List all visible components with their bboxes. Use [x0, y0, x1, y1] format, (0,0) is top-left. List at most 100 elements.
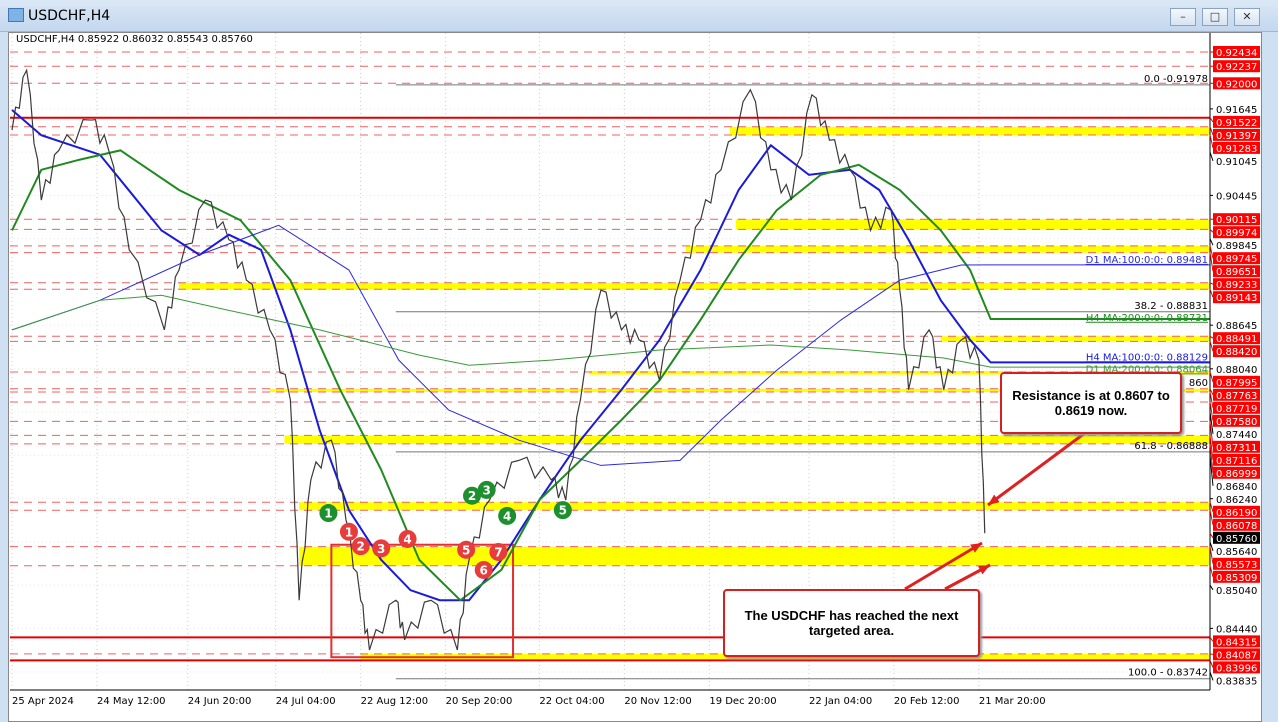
price-level-badge-text: 0.92000	[1216, 79, 1257, 90]
wave-marker-label: 4	[403, 532, 411, 546]
price-level-badge-text: 0.85573	[1216, 560, 1257, 571]
y-tick-mark	[1209, 245, 1214, 259]
y-tick-mark	[1209, 411, 1214, 434]
minimize-button[interactable]: –	[1170, 8, 1196, 26]
arrow-line	[904, 541, 983, 591]
support-resistance-zone	[284, 435, 1210, 444]
price-level-badge-text: 0.87116	[1216, 456, 1257, 467]
x-tick-label: 19 Dec 20:00	[709, 696, 776, 707]
window-title-bar: USDCHF,H4 – □ ✕	[0, 0, 1278, 32]
y-tick-mark	[1209, 637, 1214, 642]
price-level-badge-text: 0.92434	[1216, 48, 1257, 59]
moving-average-label: D1 MA:100:0:0: 0.89481	[1086, 255, 1208, 266]
y-tick-label: 0.88645	[1216, 321, 1257, 332]
y-tick-mark	[1209, 252, 1214, 272]
price-level-badge-text: 0.89233	[1216, 280, 1257, 291]
support-resistance-zone	[735, 219, 1210, 230]
price-level-badge	[1213, 46, 1260, 58]
price-level-badge-text: 0.83996	[1216, 663, 1257, 674]
legend-low: 0.85543	[166, 34, 209, 45]
y-tick-mark	[1209, 371, 1214, 382]
y-tick-mark	[1209, 117, 1214, 123]
y-tick-mark	[1209, 541, 1214, 551]
price-level-badge	[1213, 505, 1260, 518]
arrow-head-icon	[988, 494, 1000, 505]
x-tick-label: 22 Aug 12:00	[361, 696, 428, 707]
price-level-badge-text: 0.87763	[1216, 391, 1257, 402]
wave-marker-label: 3	[482, 483, 490, 497]
x-tick-label: 24 May 12:00	[97, 696, 166, 707]
support-resistance-zone	[589, 370, 1210, 375]
price-level-badge-text: 0.91397	[1216, 131, 1257, 142]
fib-level-label: 100.0 - 0.83742	[1128, 668, 1208, 679]
price-level-badge	[1213, 466, 1260, 479]
moving-average-line	[11, 294, 1210, 368]
close-button[interactable]: ✕	[1234, 8, 1260, 26]
y-tick-mark	[1209, 289, 1214, 298]
support-resistance-zone	[269, 388, 1211, 392]
price-level-badge-text: 0.87311	[1216, 443, 1257, 454]
y-tick-mark	[1209, 671, 1214, 681]
wave-marker	[339, 522, 358, 541]
y-tick-mark	[1209, 126, 1214, 136]
wave-marker-label: 5	[462, 543, 470, 557]
wave-marker-label: 3	[377, 542, 385, 556]
fib-level-label: 61.8 - 0.86888	[1134, 441, 1208, 452]
y-tick-label: 0.83835	[1216, 676, 1257, 687]
vertical-scrollbar[interactable]	[1262, 32, 1278, 722]
price-level-badge-text: 0.86999	[1216, 469, 1257, 480]
support-resistance-zone	[299, 546, 1210, 566]
legend-open: 0.85922	[77, 34, 120, 45]
x-tick-label: 22 Jan 04:00	[809, 696, 872, 707]
price-level-badge	[1213, 213, 1260, 226]
y-tick-label: 0.89845	[1216, 241, 1257, 252]
wave-marker	[489, 542, 508, 561]
wave-marker-label: 7	[494, 545, 502, 559]
y-tick-mark	[1209, 401, 1214, 421]
price-level-badge-text: 0.88420	[1216, 347, 1257, 358]
restore-button[interactable]: □	[1202, 8, 1228, 26]
price-level-badge	[1213, 265, 1260, 278]
y-tick-label: 0.90445	[1216, 191, 1257, 202]
price-level-badge	[1213, 518, 1260, 531]
support-resistance-zone	[729, 126, 1210, 135]
arrow-head-icon	[970, 543, 982, 553]
wave-marker-label: 1	[324, 507, 332, 521]
y-tick-label: 0.85040	[1216, 586, 1257, 597]
y-tick-mark	[1209, 134, 1214, 149]
price-level-badge-text: 0.89651	[1216, 267, 1257, 278]
y-tick-mark	[1209, 502, 1214, 512]
price-level-badge-text: 0.85309	[1216, 573, 1257, 584]
y-tick-mark	[1209, 443, 1214, 473]
target-callout: The USDCHF has reached the next targeted…	[723, 589, 980, 657]
price-level-badge	[1213, 440, 1260, 453]
y-tick-mark	[1209, 510, 1214, 525]
wave-marker	[474, 560, 493, 579]
price-level-badge	[1213, 291, 1260, 304]
resistance-callout: Resistance is at 0.8607 to 0.8619 now.	[1000, 372, 1182, 434]
price-level-badge-text: 0.87995	[1216, 378, 1257, 389]
y-tick-label: 0.88040	[1216, 365, 1257, 376]
y-tick-label: 0.91045	[1216, 157, 1257, 168]
fib-level-label: 860	[1189, 378, 1208, 389]
legend-high: 0.86032	[122, 34, 164, 45]
price-level-badge	[1213, 648, 1260, 661]
price-level-badge	[1213, 226, 1260, 239]
price-level-badge	[1213, 635, 1260, 648]
moving-average-line	[11, 224, 1210, 466]
price-level-badge	[1213, 115, 1260, 128]
highlight-box	[330, 543, 515, 659]
price-level-badge-text: 0.92237	[1216, 62, 1257, 73]
price-level-badge-text: 0.89974	[1216, 228, 1257, 239]
x-tick-label: 20 Nov 12:00	[624, 696, 691, 707]
y-tick-mark	[1209, 341, 1214, 352]
y-tick-mark	[1209, 455, 1214, 486]
price-level-badge-text: 0.87580	[1216, 417, 1257, 428]
moving-average-label: H4 MA:200:0:0: 0.88731	[1086, 313, 1208, 324]
support-resistance-zone	[685, 245, 1210, 253]
x-tick-label: 22 Oct 04:00	[539, 696, 604, 707]
wave-marker-label: 6	[480, 563, 488, 577]
window-title: USDCHF,H4	[28, 8, 111, 24]
price-level-badge-text: 0.90115	[1216, 215, 1257, 226]
